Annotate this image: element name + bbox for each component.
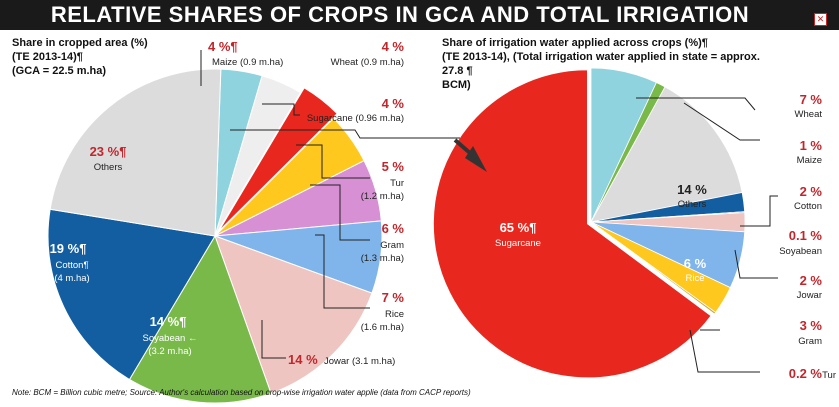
left-label-others-pct: 23 %¶ xyxy=(90,144,127,159)
right-slice-others xyxy=(590,86,743,223)
right-label-others-pct: 14 % xyxy=(677,182,707,197)
right-leader-wheat xyxy=(636,97,756,111)
left-label-gram-detail2: (1.3 m.ha) xyxy=(361,253,404,264)
left-leader-rice xyxy=(315,234,370,309)
left-chart-subtitle-2: (TE 2013-14)¶ xyxy=(12,51,83,63)
right-label-soyabean-pct: 0.1 % xyxy=(789,228,823,243)
right-label-sugarcane-detail: Sugarcane xyxy=(495,238,541,249)
left-slice-wheat xyxy=(214,75,302,237)
right-label-cotton-pct: 2 % xyxy=(800,184,823,199)
close-icon[interactable]: ✕ xyxy=(814,13,827,26)
left-chart-subtitle-1: Share in cropped area (%) xyxy=(12,37,148,49)
left-label-gram-pct: 6 % xyxy=(382,221,405,236)
right-leader-tur xyxy=(689,329,760,373)
left-slice-soyabean xyxy=(128,234,272,404)
right-chart-subtitle-2: (TE 2013-14), (Total irrigation water ap… xyxy=(442,51,760,63)
left-leader-tur xyxy=(296,144,370,179)
right-leader-jowar xyxy=(734,249,778,279)
connector-line xyxy=(230,129,460,139)
right-label-maize-pct: 1 % xyxy=(800,138,823,153)
left-label-sugarcane-pct: 4 % xyxy=(382,96,405,111)
left-label-maize-pct: 4 %¶ xyxy=(208,39,238,54)
left-slice-jowar xyxy=(214,235,373,394)
left-label-maize-detail: Maize (0.9 m.ha) xyxy=(212,57,283,68)
left-label-gram-detail: Gram xyxy=(380,240,404,251)
right-label-cotton-detail: Cotton xyxy=(794,201,822,212)
right-leader-maize xyxy=(683,102,760,141)
right-label-others-detail: Others xyxy=(678,199,707,210)
right-label-wheat-detail: Wheat xyxy=(795,109,823,120)
left-label-cotton-detail: Cotton¶ xyxy=(55,260,88,271)
left-label-tur-detail2: (1.2 m.ha) xyxy=(361,191,404,202)
left-label-soyabean-pct: 14 %¶ xyxy=(150,314,187,329)
connector-shaft xyxy=(453,138,480,162)
left-label-jowar-detail: Jowar (3.1 m.ha) xyxy=(324,356,395,367)
left-label-cotton-detail2: (4 m.ha) xyxy=(54,273,89,284)
right-chart-subtitle-3: 27.8 ¶ xyxy=(442,65,473,77)
right-chart-subtitle-1: Share of irrigation water applied across… xyxy=(442,37,708,49)
left-slice-cotton xyxy=(47,208,216,381)
left-label-soyabean-detail2: (3.2 m.ha) xyxy=(148,346,191,357)
right-label-jowar-pct: 2 % xyxy=(800,273,823,288)
left-label-tur-pct: 5 % xyxy=(382,159,405,174)
left-label-rice-pct: 7 % xyxy=(382,290,405,305)
left-leader-jowar xyxy=(261,320,286,359)
right-label-rice-detail: Rice xyxy=(685,273,704,284)
right-slice-tur xyxy=(590,221,717,315)
right-label-sugarcane-pct: 65 %¶ xyxy=(500,220,537,235)
right-label-tur-pct: 0.2 % xyxy=(789,366,823,381)
left-slice-others xyxy=(49,68,222,237)
left-label-cotton-pct: 19 %¶ xyxy=(50,241,87,256)
title-banner: RELATIVE SHARES OF CROPS IN GCA AND TOTA… xyxy=(0,0,839,30)
left-label-rice-detail: Rice xyxy=(385,309,404,320)
right-slice-sugarcane xyxy=(433,69,712,379)
left-leader-sugarcane xyxy=(262,103,300,116)
right-label-gram-pct: 3 % xyxy=(800,318,823,333)
right-chart-subtitle-4: BCM) xyxy=(442,79,471,91)
left-slice-sugarcane xyxy=(218,87,338,232)
left-label-tur-detail: Tur xyxy=(390,178,404,189)
right-label-rice-pct: 6 % xyxy=(684,256,707,271)
footnote: Note: BCM = Billion cubic metre; Source:… xyxy=(12,388,471,397)
left-label-wheat-detail: Wheat (0.9 m.ha) xyxy=(331,57,404,68)
right-label-soyabean-detail: Soyabean xyxy=(779,246,822,257)
left-label-others-detail: Others xyxy=(94,162,123,173)
page-title: RELATIVE SHARES OF CROPS IN GCA AND TOTA… xyxy=(50,2,750,27)
left-leader-gram xyxy=(310,184,370,241)
right-leader-cotton xyxy=(740,195,778,227)
left-label-sugarcane-detail: Sugarcane (0.96 m.ha) xyxy=(307,113,404,124)
right-label-gram-detail: Gram xyxy=(798,336,822,347)
left-label-rice-detail2: (1.6 m.ha) xyxy=(361,322,404,333)
left-label-jowar-pct: 14 % xyxy=(288,352,318,367)
left-chart-subtitle-3: (GCA = 22.5 m.ha) xyxy=(12,65,107,77)
left-label-wheat-pct: 4 % xyxy=(382,39,405,54)
left-label-soyabean-detail: Soyabean ← xyxy=(143,333,198,344)
right-label-wheat-pct: 7 % xyxy=(800,92,823,107)
right-label-maize-detail: Maize xyxy=(797,155,822,166)
right-label-jowar-detail: Jowar xyxy=(797,290,822,301)
right-label-tur-detail: Tur xyxy=(822,370,836,381)
